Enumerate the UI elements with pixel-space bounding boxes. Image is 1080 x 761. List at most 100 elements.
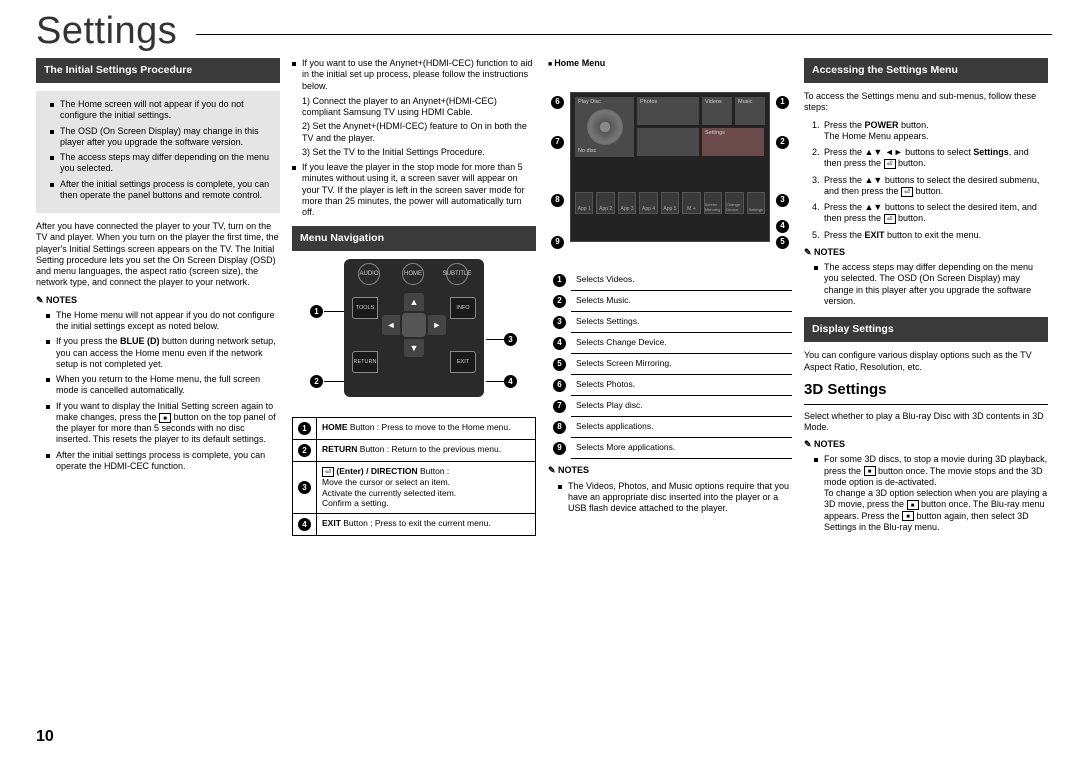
column-4: Accessing the Settings Menu To access th… xyxy=(804,58,1048,537)
remote-diagram: AUDIO HOME SUBTITLE TOOLS INFO RETURN EX… xyxy=(292,259,536,409)
stop-icon xyxy=(159,413,171,423)
callout-5b: 5 xyxy=(776,236,789,249)
note-item: If you want to display the Initial Setti… xyxy=(46,401,280,446)
callout-item: The OSD (On Screen Display) may change i… xyxy=(50,126,270,149)
step-item: Press the ▲▼ buttons to select the desir… xyxy=(822,175,1048,198)
note-item: The Home menu will not appear if you do … xyxy=(46,310,280,333)
app-tile: App 2 xyxy=(596,192,614,214)
column-2: If you want to use the Anynet+(HDMI-CEC)… xyxy=(292,58,536,537)
app-tile: App 5 xyxy=(661,192,679,214)
notes-heading: NOTES xyxy=(804,439,1048,450)
remote-return-button: RETURN xyxy=(352,351,378,373)
home-menu-table: 1Selects Videos. 2Selects Music. 3Select… xyxy=(548,270,792,460)
step-item: Press the POWER button.The Home Menu app… xyxy=(822,120,1048,143)
tile-photos: Photos xyxy=(637,97,699,125)
body-3d: Select whether to play a Blu-ray Disc wi… xyxy=(804,411,1048,434)
enter-icon xyxy=(884,159,896,169)
display-body: You can configure various display option… xyxy=(804,350,1048,373)
notes-heading: NOTES xyxy=(804,247,1048,258)
title-rule xyxy=(196,34,1052,35)
note-item: After the initial settings process is co… xyxy=(46,450,280,473)
list-item: If you want to use the Anynet+(HDMI-CEC)… xyxy=(292,58,536,158)
app-tile: M + xyxy=(682,192,700,214)
callout-8: 8 xyxy=(551,194,564,207)
tile-settings: Settings xyxy=(702,128,764,156)
callout-2: 2 xyxy=(310,375,323,388)
remote-exit-button: EXIT xyxy=(450,351,476,373)
callout-3: 3 xyxy=(504,333,517,346)
stop-icon xyxy=(902,511,914,521)
callout-7: 7 xyxy=(551,136,564,149)
tile-music: Music xyxy=(735,97,765,125)
table-cell: HOME Button : Press to move to the Home … xyxy=(317,418,536,440)
table-cell: (Enter) / DIRECTION Button :Move the cur… xyxy=(317,462,536,514)
table-cell: Selects Play disc. xyxy=(571,396,792,417)
substep: 1) Connect the player to an Anynet+(HDMI… xyxy=(302,96,536,119)
access-intro: To access the Settings menu and sub-menu… xyxy=(804,91,1048,114)
section-initial-settings: The Initial Settings Procedure xyxy=(36,58,280,83)
section-display-settings: Display Settings xyxy=(804,317,1048,342)
note-item: The access steps may differ depending on… xyxy=(814,262,1048,307)
dpad-up: ▲ xyxy=(404,293,424,311)
callout-2b: 2 xyxy=(776,136,789,149)
section-accessing-settings: Accessing the Settings Menu xyxy=(804,58,1048,83)
table-cell: Selects Videos. xyxy=(571,270,792,291)
table-cell: Selects Music. xyxy=(571,291,792,312)
note-item: The Videos, Photos, and Music options re… xyxy=(558,481,792,515)
step-item: Press the EXIT button to exit the menu. xyxy=(822,230,1048,241)
remote-tools-button: TOOLS xyxy=(352,297,378,319)
callout-4: 4 xyxy=(504,375,517,388)
note-item: For some 3D discs, to stop a movie durin… xyxy=(814,454,1048,533)
substep: 3) Set the TV to the Initial Settings Pr… xyxy=(302,147,536,158)
app-tile: App 3 xyxy=(618,192,636,214)
dpad-right: ► xyxy=(428,315,446,335)
home-menu-label: Home Menu xyxy=(548,58,792,70)
callout-item: The Home screen will not appear if you d… xyxy=(50,99,270,122)
callout-item: After the initial settings process is co… xyxy=(50,179,270,202)
column-3: Home Menu Play Disc No disc Photos xyxy=(548,58,792,537)
table-cell: EXIT Button : Press to exit the current … xyxy=(317,514,536,536)
callout-9: 9 xyxy=(551,236,564,249)
dpad-enter xyxy=(402,313,426,337)
remote-subtitle-button: SUBTITLE xyxy=(446,263,468,285)
table-cell: RETURN Button : Return to the previous m… xyxy=(317,440,536,462)
page-title: Settings xyxy=(36,8,177,56)
stop-icon xyxy=(907,500,919,510)
callout-item: The access steps may differ depending on… xyxy=(50,152,270,175)
note-item: When you return to the Home menu, the fu… xyxy=(46,374,280,397)
notes-heading: NOTES xyxy=(36,295,280,306)
table-cell: Selects applications. xyxy=(571,417,792,438)
enter-icon xyxy=(884,214,896,224)
table-cell: Selects Screen Mirroring. xyxy=(571,354,792,375)
page-number: 10 xyxy=(36,727,54,747)
step-item: Press the ▲▼ ◄► buttons to select Settin… xyxy=(822,147,1048,170)
remote-dpad: ▲ ▼ ◄ ► xyxy=(382,293,446,357)
enter-icon xyxy=(322,467,334,477)
app-tile: App 1 xyxy=(575,192,593,214)
column-1: The Initial Settings Procedure The Home … xyxy=(36,58,280,537)
app-tile: App 4 xyxy=(639,192,657,214)
dpad-down: ▼ xyxy=(404,339,424,357)
section-menu-navigation: Menu Navigation xyxy=(292,226,536,251)
list-item: If you leave the player in the stop mode… xyxy=(292,162,536,218)
callout-4b: 4 xyxy=(776,220,789,233)
initial-settings-callout: The Home screen will not appear if you d… xyxy=(36,91,280,213)
callout-6: 6 xyxy=(551,96,564,109)
callout-1b: 1 xyxy=(776,96,789,109)
remote-home-button: HOME xyxy=(402,263,424,285)
initial-settings-body: After you have connected the player to y… xyxy=(36,221,280,289)
nav-button-table: 1HOME Button : Press to move to the Home… xyxy=(292,417,536,536)
tile-change-device: Change Device xyxy=(725,192,743,214)
disc-icon xyxy=(587,109,623,145)
tile-spacer xyxy=(637,128,699,156)
tile-play-disc: Play Disc No disc xyxy=(575,97,634,157)
callout-3b: 3 xyxy=(776,194,789,207)
enter-icon xyxy=(901,187,913,197)
table-cell: Selects Photos. xyxy=(571,375,792,396)
notes-heading: NOTES xyxy=(548,465,792,476)
remote-audio-button: AUDIO xyxy=(358,263,380,285)
stop-icon xyxy=(864,466,876,476)
tile-videos: Videos xyxy=(702,97,732,125)
remote-info-button: INFO xyxy=(450,297,476,319)
note-item: If you press the BLUE (D) button during … xyxy=(46,336,280,370)
